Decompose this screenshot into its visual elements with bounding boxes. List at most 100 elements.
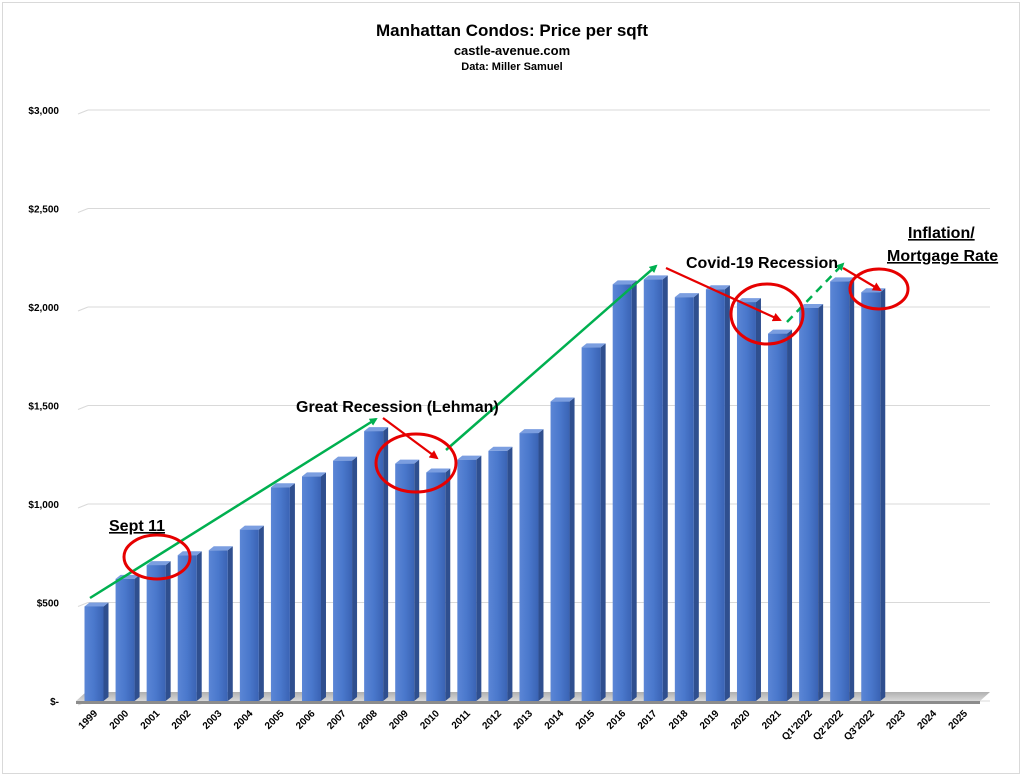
bar-2011 [457, 455, 482, 701]
bar-top [146, 561, 171, 566]
bar-front [519, 433, 539, 701]
bar-2013 [519, 429, 544, 701]
x-tick-label: 2007 [325, 708, 349, 732]
annotation-inflation-2: Mortgage Rate [887, 248, 998, 265]
bar-side [476, 455, 482, 701]
bar-top [333, 456, 358, 461]
bar-top [674, 293, 699, 298]
bar-side [600, 343, 606, 701]
bar-front [705, 289, 725, 701]
chart-title: Manhattan Condos: Price per sqft [375, 21, 649, 40]
x-tick-label: 2002 [170, 708, 194, 732]
bar-side [569, 397, 575, 701]
bar-front [115, 578, 135, 701]
bar-front [301, 476, 321, 701]
bar-2001 [146, 561, 171, 701]
x-tick-label: 2003 [201, 708, 225, 732]
bar-side [880, 288, 886, 701]
bar-side [134, 574, 140, 701]
bar-top [488, 446, 513, 451]
bar-Q2'2022 [830, 277, 855, 701]
x-tick-label: 2004 [232, 708, 256, 732]
bar-side [724, 285, 730, 701]
x-tick-label: 2005 [263, 708, 287, 732]
bar-top [799, 303, 824, 308]
chart-subtitle: castle-avenue.com [453, 43, 571, 58]
bar-top [643, 275, 668, 280]
bar-front [799, 307, 819, 701]
x-tick-label: 2000 [108, 708, 132, 732]
y-tick-label: $500 [37, 599, 60, 610]
bar-Q3'2022 [861, 288, 886, 701]
gridline-depth [77, 405, 89, 410]
bar-side [787, 329, 793, 701]
bar-front [861, 292, 881, 701]
bar-top [736, 298, 761, 303]
x-tick-label: 2018 [667, 708, 691, 732]
bar-top [519, 429, 544, 434]
y-tick-label: $3,000 [28, 106, 59, 117]
bar-top [457, 455, 482, 460]
bar-front [643, 279, 663, 701]
bar-top [830, 277, 855, 282]
bar-2014 [550, 397, 575, 701]
red-arrow-covid [665, 266, 782, 322]
x-tick-label: 2014 [543, 708, 567, 732]
bar-side [414, 459, 420, 701]
bar-side [755, 298, 761, 701]
bar-side [289, 483, 295, 701]
bar-2002 [177, 551, 202, 701]
bar-side [103, 602, 109, 701]
x-tick-label: 2023 [884, 708, 908, 732]
bar-2009 [395, 459, 420, 701]
bar-Q1'2022 [799, 303, 824, 701]
gridline-depth [77, 503, 89, 509]
gridline-depth [77, 109, 89, 115]
x-tick-label: 2006 [294, 708, 318, 732]
bar-top [768, 329, 793, 334]
bar-side [196, 551, 202, 701]
x-tick-label: 2011 [450, 708, 473, 731]
bar-2000 [115, 574, 140, 701]
gridline-depth [77, 602, 89, 607]
bar-top [270, 483, 295, 488]
gridline-depth [77, 208, 89, 213]
bar-front [830, 281, 850, 701]
annotation-covid: Covid-19 Recession [686, 255, 838, 272]
annotation-inflation-1: Inflation/ [908, 225, 975, 242]
annotation-sept-11: Sept 11 [109, 518, 165, 535]
bar-top [239, 525, 264, 530]
bar-top [426, 468, 451, 473]
bar-2012 [488, 446, 513, 701]
bar-side [849, 277, 855, 701]
bar-2016 [612, 280, 637, 701]
chart-floor-edge [76, 701, 980, 704]
bar-2007 [333, 456, 358, 701]
bar-front [177, 555, 197, 701]
bar-1999 [84, 602, 109, 701]
x-tick-label: 2008 [356, 708, 380, 732]
x-tick-label: Q2'2022 [811, 708, 846, 743]
bar-front [581, 347, 601, 701]
bar-2010 [426, 468, 451, 701]
bar-side [320, 472, 326, 701]
green-arrow-boom-2 [445, 264, 658, 451]
x-tick-label: 2010 [418, 708, 442, 732]
x-tick-label: 2017 [636, 708, 660, 732]
y-tick-label: $2,000 [28, 303, 59, 314]
bar-side [538, 429, 544, 701]
bar-front [333, 460, 353, 701]
red-arrow-lehman [382, 417, 439, 460]
x-tick-label: 2021 [760, 708, 784, 732]
bar-top [395, 459, 420, 464]
circle-sept-11 [122, 533, 192, 581]
annotation-great-recession: Great Recession (Lehman) [296, 399, 499, 416]
bar-side [165, 561, 171, 701]
chart-titles: Manhattan Condos: Price per sqft castle-… [0, 20, 1024, 75]
bar-side [662, 275, 668, 701]
y-tick-label: $1,500 [28, 402, 59, 413]
bar-front [208, 550, 228, 701]
bar-front [146, 565, 166, 701]
bar-front [395, 463, 415, 701]
